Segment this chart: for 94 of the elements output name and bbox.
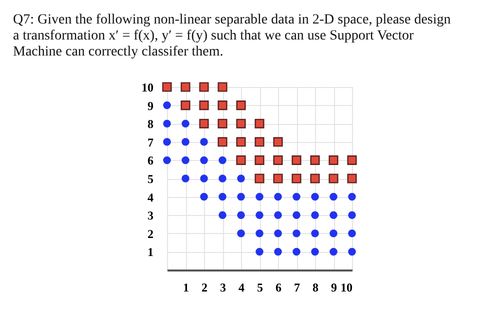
y-tick-label: 7 (148, 135, 154, 150)
point (274, 230, 282, 238)
point (162, 82, 172, 92)
point (348, 230, 356, 238)
point (330, 230, 338, 238)
point (199, 100, 209, 110)
point (292, 192, 300, 201)
point (163, 156, 171, 164)
y-tick-label: 2 (148, 226, 154, 241)
point (200, 156, 208, 164)
point (347, 155, 357, 165)
point (236, 137, 246, 147)
point (180, 82, 190, 92)
point (163, 101, 171, 110)
point (292, 155, 302, 165)
y-tick-label: 1 (148, 245, 154, 260)
point (218, 156, 226, 164)
point (328, 155, 338, 165)
point (218, 100, 228, 110)
point (348, 211, 356, 219)
point (273, 137, 283, 147)
point (237, 192, 245, 201)
point (237, 174, 245, 182)
point (199, 118, 209, 128)
point (218, 174, 226, 182)
point (256, 230, 264, 238)
point (182, 120, 190, 128)
y-tick-label: 10 (142, 80, 154, 94)
point (218, 192, 226, 201)
point (330, 211, 338, 219)
x-tick-label: 8 (312, 280, 318, 294)
point (218, 137, 228, 147)
point (237, 230, 245, 238)
point (311, 211, 319, 219)
point (182, 156, 190, 164)
point (328, 174, 338, 184)
point (273, 174, 283, 184)
point (200, 138, 208, 146)
y-tick-label: 4 (148, 190, 154, 204)
y-tick-label: 9 (148, 98, 154, 113)
point (274, 192, 282, 201)
point (218, 118, 228, 128)
x-tick-label: 10 (340, 280, 352, 294)
x-tick-label: 6 (276, 280, 282, 294)
chart-title: Q7: Given the following non-linear separable data in 2-D space, please design a transformation x′ = f(x), y′ = f(y) such that we can use Support Vector Machine can correctly classifer them. (13, 12, 451, 60)
point (292, 230, 300, 238)
y-tick-label: 3 (148, 208, 154, 223)
point (273, 155, 283, 165)
point (292, 174, 302, 184)
point (236, 100, 246, 110)
point (310, 174, 320, 184)
point (199, 82, 209, 92)
point (330, 248, 338, 256)
x-tick-label: 2 (202, 280, 208, 294)
x-tick-label: 4 (238, 280, 244, 294)
point (274, 248, 282, 256)
point (292, 211, 300, 219)
point (237, 211, 245, 219)
point (256, 248, 264, 256)
y-tick-label: 8 (148, 117, 154, 132)
y-tick-label: 5 (148, 172, 154, 186)
point (236, 118, 246, 128)
point (311, 230, 319, 238)
point (292, 248, 300, 256)
point (254, 118, 264, 128)
point (256, 211, 264, 219)
point (311, 248, 319, 256)
point (163, 138, 171, 146)
point (236, 155, 246, 165)
point (348, 248, 356, 256)
point (311, 192, 319, 201)
point (180, 100, 190, 110)
x-tick-label: 3 (220, 280, 226, 294)
point (200, 174, 208, 182)
point (330, 192, 338, 201)
x-tick-label: 7 (294, 280, 300, 294)
point (256, 192, 264, 201)
x-tick-label: 1 (183, 280, 189, 294)
point (254, 137, 264, 147)
point (310, 155, 320, 165)
x-tick-label: 9 (331, 280, 337, 294)
point (163, 120, 171, 128)
point (182, 174, 190, 182)
point (347, 174, 357, 184)
point (348, 192, 356, 201)
y-tick-label: 6 (148, 154, 154, 168)
point (274, 211, 282, 219)
point (254, 174, 264, 184)
x-tick-label: 5 (257, 280, 263, 294)
point (182, 138, 190, 146)
point (254, 155, 264, 165)
point (218, 82, 228, 92)
point (200, 192, 208, 201)
point (218, 211, 226, 219)
